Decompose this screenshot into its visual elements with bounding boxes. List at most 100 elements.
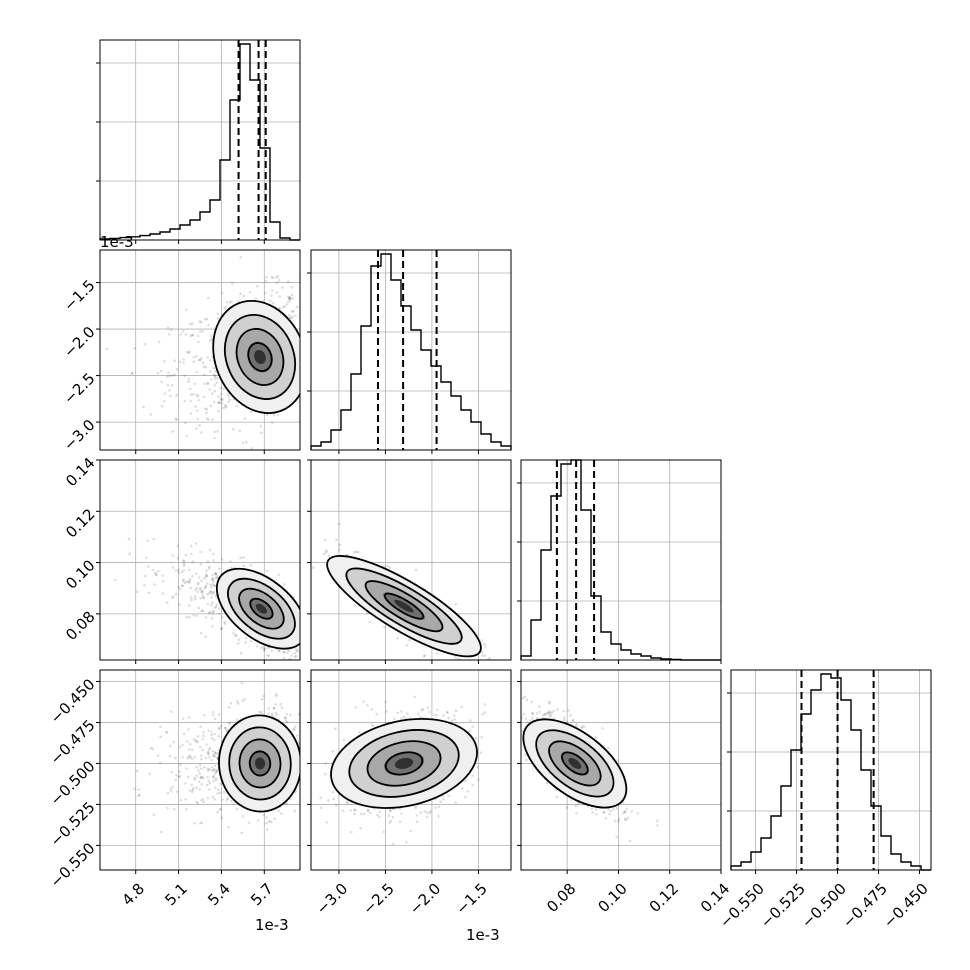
density-panel-0-1 <box>96 249 317 457</box>
sample-point <box>242 556 245 559</box>
sample-point <box>193 597 197 601</box>
sample-point <box>209 370 212 373</box>
sample-point <box>302 313 305 316</box>
sample-point <box>196 395 200 398</box>
sample-point <box>218 713 221 716</box>
sample-point <box>169 787 172 790</box>
sample-point <box>418 715 422 719</box>
density-level-4 <box>255 603 268 614</box>
sample-point <box>304 367 307 370</box>
sample-point <box>208 548 212 552</box>
sample-point <box>199 588 202 591</box>
sample-point <box>571 718 575 722</box>
sample-point <box>331 750 334 753</box>
sample-point <box>174 778 178 782</box>
sample-point <box>194 739 198 742</box>
sample-point <box>293 651 297 655</box>
sample-point <box>200 589 204 592</box>
sample-point <box>356 550 360 554</box>
sample-point <box>259 424 262 428</box>
sample-point <box>464 779 467 783</box>
sample-point <box>210 733 213 737</box>
sample-point <box>358 731 361 734</box>
sample-point <box>159 454 162 457</box>
sample-point <box>196 417 200 421</box>
sample-point <box>636 811 640 815</box>
sample-point <box>203 318 207 321</box>
sample-point <box>189 399 192 403</box>
contour-line-3 <box>383 592 425 620</box>
sample-point <box>207 729 210 732</box>
sample-point <box>164 730 168 734</box>
sample-point <box>602 811 605 814</box>
sample-point <box>270 421 274 424</box>
sample-point <box>353 550 356 554</box>
sample-point <box>305 788 308 791</box>
sample-point <box>237 642 240 645</box>
sample-point <box>231 427 235 431</box>
sample-point <box>303 306 306 309</box>
sample-point <box>433 713 436 717</box>
sample-point <box>239 292 242 296</box>
sample-point <box>267 712 271 716</box>
sample-point <box>229 559 232 563</box>
sample-point <box>260 711 263 714</box>
sample-point <box>190 790 194 794</box>
sample-point <box>294 314 297 317</box>
sample-point <box>272 706 276 710</box>
sample-point <box>304 771 307 774</box>
sample-point <box>511 713 514 716</box>
sample-point <box>337 548 341 552</box>
sample-point <box>273 817 276 821</box>
sample-point <box>209 404 213 408</box>
sample-point <box>305 793 308 796</box>
sample-point <box>213 717 217 721</box>
sample-point <box>199 563 203 566</box>
sample-point <box>182 569 186 572</box>
sample-point <box>234 634 237 637</box>
panel-frame <box>310 249 512 451</box>
sample-point <box>184 553 188 557</box>
sample-point <box>211 583 215 586</box>
sample-point <box>188 577 192 581</box>
sample-point <box>193 595 197 598</box>
sample-point <box>302 643 305 646</box>
sample-point <box>274 694 278 698</box>
sample-point <box>200 821 203 824</box>
sample-point <box>160 830 163 834</box>
sample-point <box>205 573 208 576</box>
sample-point <box>175 418 178 421</box>
panel-frame <box>520 459 722 661</box>
sample-point <box>314 342 317 345</box>
sample-point <box>382 625 386 629</box>
sample-point <box>359 812 363 816</box>
sample-point <box>187 728 190 731</box>
sample-point <box>468 729 472 733</box>
sample-point <box>151 747 155 751</box>
sample-point <box>447 716 450 720</box>
sample-point <box>313 396 316 399</box>
sample-point <box>114 578 117 582</box>
sample-point <box>480 735 483 739</box>
sample-point <box>442 797 445 801</box>
sample-point <box>288 296 292 299</box>
sample-point <box>200 609 204 612</box>
sample-point <box>224 305 228 309</box>
sample-point <box>219 724 223 728</box>
sample-point <box>191 788 195 792</box>
sample-point <box>301 640 304 643</box>
sample-point <box>342 738 346 742</box>
sample-point <box>153 571 157 574</box>
sample-point <box>538 705 541 708</box>
sample-point <box>256 819 260 822</box>
contour-line-3 <box>384 751 424 776</box>
sample-point <box>191 560 194 564</box>
sample-point <box>206 296 210 300</box>
sample-point <box>201 609 205 613</box>
sample-point <box>153 583 156 586</box>
contour-line-2 <box>238 587 285 630</box>
sample-point <box>213 584 217 587</box>
sample-point <box>331 790 335 794</box>
sample-point <box>306 708 309 711</box>
sample-point <box>366 809 370 812</box>
